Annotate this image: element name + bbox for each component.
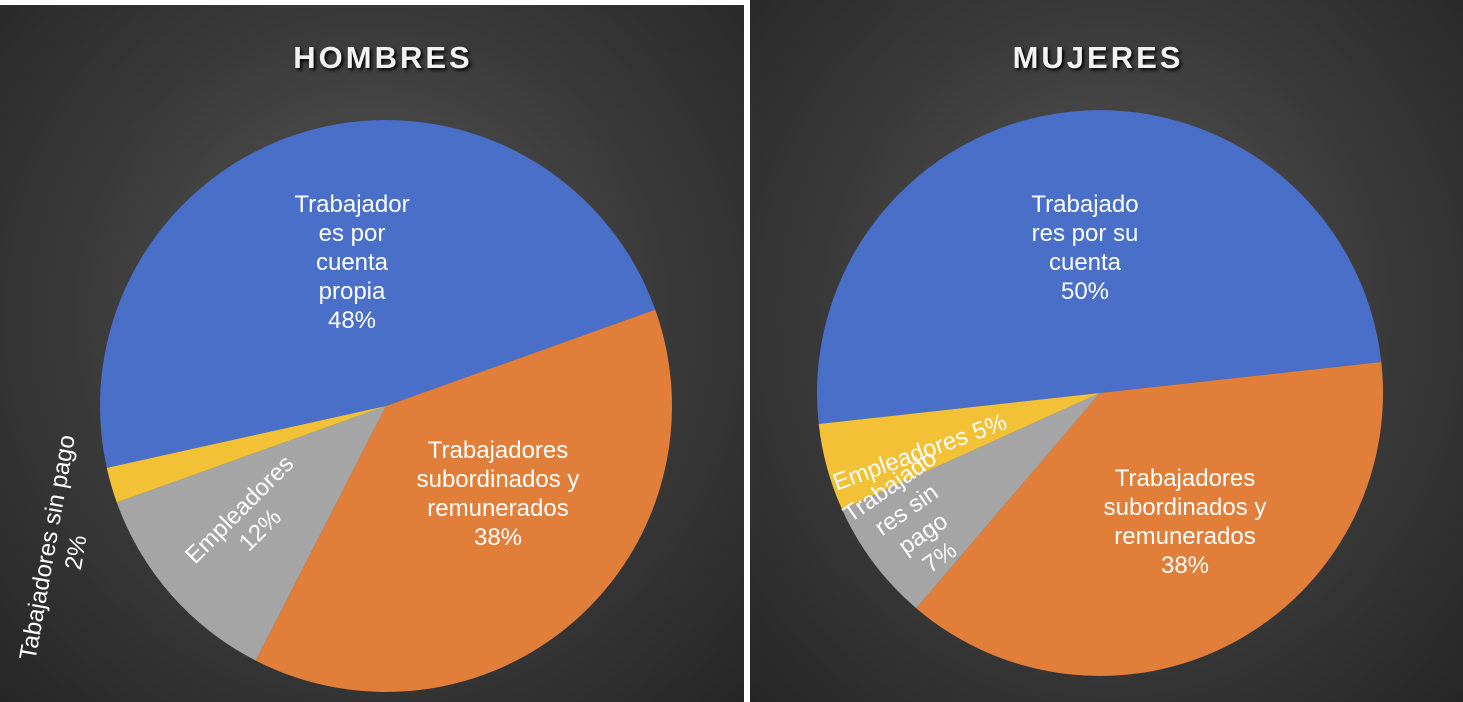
pie-slice xyxy=(255,309,672,692)
slice-name: Trabajadores subordinados y remunerados xyxy=(416,437,580,522)
slice-name: Trabajadores subordinados y remunerados xyxy=(1103,465,1267,550)
slice-name: Trabajadores por su cuenta xyxy=(1031,191,1139,276)
slice-value: 38% xyxy=(473,524,523,551)
chart-title: MUJERES xyxy=(1012,40,1184,75)
pie-slice xyxy=(116,406,386,661)
slice-label: Trabajadores subordinados y remunerados 3… xyxy=(1085,464,1285,580)
pie-slice xyxy=(100,120,656,468)
slice-label: Trabajadores subordinados y remunerados 3… xyxy=(398,436,598,552)
pie-slice xyxy=(818,393,1100,510)
pie-slice xyxy=(106,406,386,503)
slice-value: 48% xyxy=(327,306,377,334)
pie-slice xyxy=(817,110,1382,425)
slice-label: Trabajadores por su cuenta 50% xyxy=(1031,190,1139,306)
slice-label: Trabajadores por cuenta propia 48% xyxy=(292,190,412,335)
slice-name: Trabajadores por cuenta propia xyxy=(294,190,410,305)
pie-slice xyxy=(842,393,1100,609)
pie-slice xyxy=(916,361,1383,676)
slice-value: 38% xyxy=(1160,552,1210,579)
slice-value: 50% xyxy=(1060,278,1110,305)
chart-title: HOMBRES xyxy=(293,40,473,75)
